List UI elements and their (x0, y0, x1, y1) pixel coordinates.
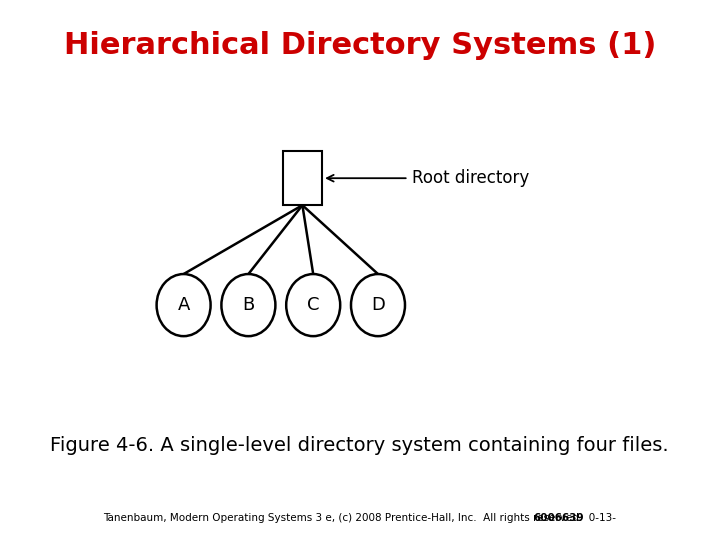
Ellipse shape (157, 274, 210, 336)
Text: 6006639: 6006639 (534, 514, 584, 523)
Text: Root directory: Root directory (412, 169, 529, 187)
Text: C: C (307, 296, 320, 314)
Bar (282, 151, 322, 205)
Text: Figure 4-6. A single-level directory system containing four files.: Figure 4-6. A single-level directory sys… (50, 436, 669, 455)
Ellipse shape (222, 274, 275, 336)
Ellipse shape (351, 274, 405, 336)
Text: D: D (371, 296, 385, 314)
Text: Hierarchical Directory Systems (1): Hierarchical Directory Systems (1) (64, 31, 656, 60)
Ellipse shape (287, 274, 340, 336)
Text: B: B (242, 296, 255, 314)
Text: A: A (177, 296, 190, 314)
Text: Tanenbaum, Modern Operating Systems 3 e, (c) 2008 Prentice-Hall, Inc.  All right: Tanenbaum, Modern Operating Systems 3 e,… (104, 514, 616, 523)
